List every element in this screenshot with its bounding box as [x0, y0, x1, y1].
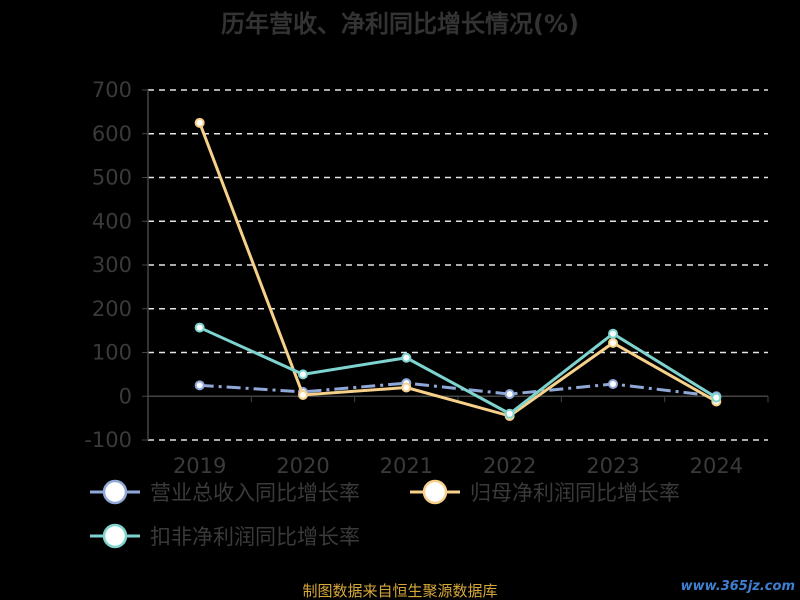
data-point: [194, 322, 205, 333]
data-point: [401, 382, 412, 393]
chart-title: 历年营收、净利同比增长情况(%): [221, 10, 579, 38]
y-tick-label: 400: [92, 209, 132, 233]
legend-marker: [102, 523, 128, 549]
data-point: [504, 389, 515, 400]
series-line: [199, 326, 718, 416]
data-point: [608, 328, 618, 339]
y-tick-label: 500: [92, 166, 132, 190]
x-tick-label: 2022: [483, 454, 536, 478]
series-lines: [194, 117, 722, 421]
legend-item[interactable]: 归母净利润同比增长率: [410, 479, 680, 505]
data-point: [401, 352, 412, 363]
legend-marker: [102, 479, 128, 505]
y-tick-label: 200: [92, 297, 132, 321]
series-group: [194, 322, 722, 419]
series-group: [194, 117, 722, 421]
data-point: [298, 369, 308, 380]
grid-lines: [148, 89, 768, 441]
data-point: [608, 337, 618, 348]
legend-item[interactable]: 营业总收入同比增长率: [90, 479, 360, 505]
x-tick-label: 2020: [276, 454, 329, 478]
y-tick-label: 300: [92, 253, 132, 277]
series-line: [199, 381, 717, 398]
data-point: [194, 117, 205, 128]
data-source-note: 制图数据来自恒生聚源数据库: [302, 582, 497, 600]
y-tick-label: 700: [92, 78, 132, 102]
legend-item[interactable]: 扣非净利润同比增长率: [90, 523, 360, 549]
y-tick-label: 600: [92, 122, 132, 146]
x-tick-label: 2023: [586, 454, 639, 478]
x-tick-label: 2019: [173, 454, 226, 478]
site-watermark: www.365jz.com: [681, 579, 795, 594]
y-tick-label: 0: [119, 384, 132, 408]
y-axis-ticks: 700 600 500 400 300 200 100 0 -100: [84, 78, 149, 452]
legend-label: 扣非净利润同比增长率: [150, 525, 360, 549]
y-tick-label: -100: [84, 428, 132, 452]
data-point: [711, 392, 722, 403]
data-point: [504, 408, 515, 419]
data-point: [194, 380, 205, 391]
data-point: [298, 389, 308, 400]
x-tick-label: 2024: [690, 454, 743, 478]
legend-marker: [422, 479, 448, 505]
legend-label: 营业总收入同比增长率: [150, 481, 360, 505]
series-line: [198, 122, 718, 418]
x-axis: 2019 2020 2021 2022 2023 2024: [147, 395, 769, 478]
y-tick-label: 100: [92, 341, 132, 365]
x-tick-label: 2021: [380, 454, 433, 478]
legend-label: 归母净利润同比增长率: [470, 481, 680, 505]
data-point: [608, 379, 618, 389]
